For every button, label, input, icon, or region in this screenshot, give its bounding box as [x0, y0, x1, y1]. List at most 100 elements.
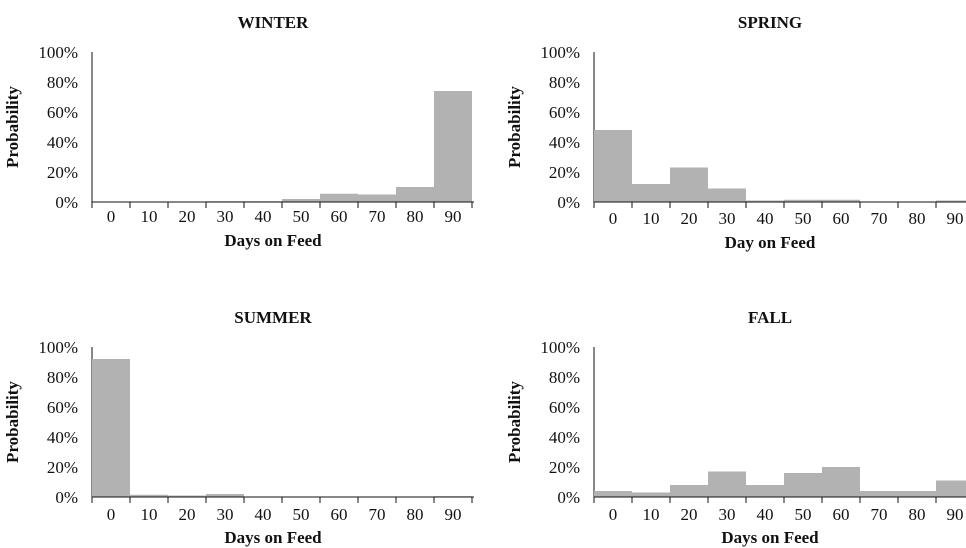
x-tick-label: 0	[107, 505, 116, 524]
x-tick-label: 70	[369, 505, 386, 524]
x-tick-label: 20	[681, 505, 698, 524]
y-tick-label: 60%	[549, 398, 580, 417]
y-tick-label: 100%	[38, 338, 78, 357]
panel-fall: FALL Probability 0% 20% 40% 60% 80% 100% 0 10 20 30…	[505, 308, 966, 547]
bar-0	[594, 491, 632, 497]
bar-60	[320, 193, 358, 202]
bar-20	[168, 495, 206, 497]
x-tick-label: 80	[909, 209, 926, 228]
y-tick-label: 40%	[47, 428, 78, 447]
y-tick-label: 80%	[47, 73, 78, 92]
x-tick-label: 90	[445, 505, 462, 524]
x-tick-label: 20	[179, 505, 196, 524]
y-tick-label: 100%	[540, 43, 580, 62]
x-tick-label: 30	[217, 505, 234, 524]
y-tick-label: 0%	[55, 488, 78, 507]
y-tick-label: 20%	[47, 458, 78, 477]
bar-30	[708, 188, 746, 202]
y-tick-label: 20%	[549, 163, 580, 182]
x-tick-label: 0	[609, 209, 618, 228]
x-axis-label-summer: Days on Feed	[224, 528, 322, 547]
x-tick-label: 80	[909, 505, 926, 524]
y-tick-label: 60%	[47, 398, 78, 417]
x-tick-label: 80	[407, 505, 424, 524]
x-tick-label: 90	[947, 209, 964, 228]
bar-30	[708, 471, 746, 497]
y-axis-label-spring: Probability	[505, 86, 524, 168]
bar-10	[632, 492, 670, 497]
x-axis-label-spring: Day on Feed	[725, 233, 816, 252]
x-tick-label: 40	[255, 505, 272, 524]
y-tick-label: 60%	[549, 103, 580, 122]
x-tick-label: 50	[795, 209, 812, 228]
bar-70	[358, 194, 396, 202]
bar-90	[434, 91, 472, 202]
x-axis-label-winter: Days on Feed	[224, 231, 322, 250]
chart-title-winter: WINTER	[238, 13, 310, 32]
bar-0	[92, 359, 130, 497]
y-tick-label: 80%	[549, 368, 580, 387]
y-tick-label: 40%	[47, 133, 78, 152]
x-tick-label: 90	[947, 505, 964, 524]
y-tick-label: 20%	[549, 458, 580, 477]
x-tick-label: 70	[369, 207, 386, 226]
bar-80	[898, 491, 936, 497]
x-tick-label: 30	[719, 505, 736, 524]
chart-title-fall: FALL	[748, 308, 792, 327]
x-tick-label: 30	[217, 207, 234, 226]
bar-10	[130, 494, 168, 497]
x-tick-label: 0	[609, 505, 618, 524]
bar-10	[632, 184, 670, 202]
chart-title-spring: SPRING	[738, 13, 802, 32]
y-tick-label: 80%	[549, 73, 580, 92]
bar-90	[936, 480, 966, 497]
x-tick-label: 40	[757, 505, 774, 524]
bar-60	[822, 199, 860, 202]
x-tick-label: 20	[179, 207, 196, 226]
y-tick-label: 0%	[557, 193, 580, 212]
x-tick-label: 60	[331, 505, 348, 524]
bar-50	[282, 199, 320, 202]
x-tick-label: 70	[871, 505, 888, 524]
x-tick-label: 0	[107, 207, 116, 226]
x-tick-label: 30	[719, 209, 736, 228]
x-tick-label: 50	[293, 207, 310, 226]
panel-spring: SPRING Probability 0% 20% 40% 60% 80% 100% 0 10 20…	[505, 13, 966, 252]
x-tick-label: 80	[407, 207, 424, 226]
y-tick-label: 100%	[38, 43, 78, 62]
bar-70	[860, 491, 898, 497]
x-tick-label: 10	[643, 505, 660, 524]
y-tick-label: 0%	[55, 193, 78, 212]
panel-winter: WINTER Probability 0% 20% 40% 60% 80% 100% 0 10 20…	[3, 13, 474, 250]
y-tick-label: 20%	[47, 163, 78, 182]
x-tick-label: 60	[833, 209, 850, 228]
x-tick-label: 40	[757, 209, 774, 228]
y-axis-label-summer: Probability	[3, 381, 22, 463]
bar-80	[396, 187, 434, 202]
y-tick-label: 0%	[557, 488, 580, 507]
bar-20	[670, 485, 708, 497]
bar-90	[936, 200, 966, 202]
bar-40	[746, 485, 784, 497]
bar-50	[784, 473, 822, 497]
x-tick-label: 90	[445, 207, 462, 226]
bar-50	[784, 199, 822, 202]
x-tick-label: 20	[681, 209, 698, 228]
chart-title-summer: SUMMER	[234, 308, 312, 327]
y-tick-label: 60%	[47, 103, 78, 122]
x-tick-label: 60	[331, 207, 348, 226]
x-tick-label: 70	[871, 209, 888, 228]
panel-summer: SUMMER Probability 0% 20% 40% 60% 80% 100% 0 10 20…	[3, 308, 474, 547]
y-axis-label-fall: Probability	[505, 381, 524, 463]
x-tick-label: 50	[293, 505, 310, 524]
bar-60	[822, 467, 860, 497]
x-tick-label: 10	[141, 505, 158, 524]
x-tick-label: 50	[795, 505, 812, 524]
y-tick-label: 100%	[540, 338, 580, 357]
y-tick-label: 40%	[549, 428, 580, 447]
bar-30	[206, 494, 244, 497]
x-tick-label: 40	[255, 207, 272, 226]
x-tick-label: 60	[833, 505, 850, 524]
x-tick-label: 10	[141, 207, 158, 226]
